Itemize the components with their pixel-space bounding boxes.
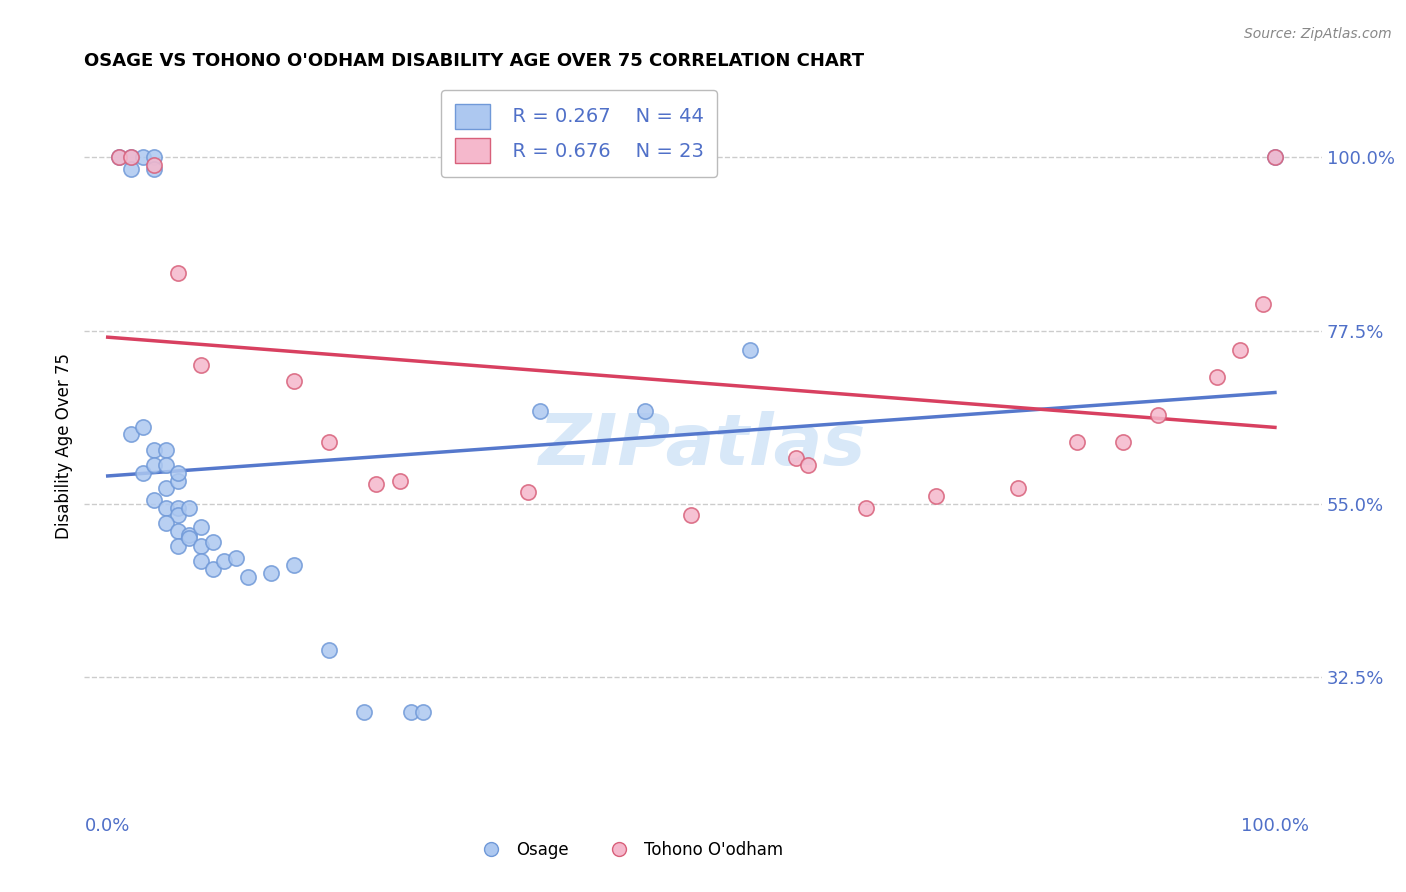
Point (260, 566, 283, 580)
Text: Source: ZipAtlas.com: Source: ZipAtlas.com (1244, 27, 1392, 41)
Point (155, 442, 177, 457)
Point (132, 150, 155, 164)
Point (1229, 343, 1251, 357)
Point (132, 419, 155, 434)
Point (283, 558, 305, 573)
Point (318, 435, 340, 450)
Point (1112, 435, 1135, 450)
Point (785, 450, 807, 465)
Point (166, 500, 188, 515)
Point (120, 427, 142, 442)
Point (143, 150, 166, 164)
Point (1066, 435, 1088, 450)
Point (132, 466, 155, 480)
Point (190, 520, 212, 534)
Point (925, 489, 948, 503)
Point (366, 477, 388, 491)
Point (1264, 150, 1286, 164)
Point (179, 532, 201, 546)
Point (143, 492, 166, 507)
Point (1264, 150, 1286, 164)
Point (120, 150, 142, 164)
Point (190, 554, 212, 568)
Point (1007, 481, 1029, 495)
Point (108, 150, 131, 164)
Point (166, 524, 188, 538)
Point (516, 485, 538, 500)
Point (143, 458, 166, 473)
Point (120, 161, 142, 176)
Point (166, 539, 188, 553)
Point (225, 550, 247, 565)
Point (633, 404, 655, 418)
Point (797, 458, 820, 473)
Point (179, 500, 201, 515)
Point (388, 474, 411, 488)
Point (155, 516, 177, 530)
Point (166, 508, 188, 523)
Y-axis label: Disability Age Over 75: Disability Age Over 75 (55, 353, 73, 539)
Point (681, 508, 703, 523)
Text: ZIPatlas: ZIPatlas (540, 411, 866, 481)
Point (166, 466, 188, 480)
Point (318, 643, 340, 657)
Point (201, 562, 224, 576)
Point (190, 358, 212, 372)
Point (1251, 296, 1274, 310)
Point (283, 374, 305, 388)
Point (166, 266, 188, 280)
Point (399, 705, 422, 719)
Point (108, 150, 131, 164)
Point (214, 554, 236, 568)
Point (179, 527, 201, 541)
Point (1147, 408, 1170, 422)
Point (166, 474, 188, 488)
Point (855, 500, 877, 515)
Point (120, 150, 142, 164)
Point (353, 705, 375, 719)
Point (236, 570, 259, 584)
Point (155, 458, 177, 473)
Point (738, 343, 761, 357)
Point (143, 442, 166, 457)
Point (529, 404, 551, 418)
Point (412, 705, 434, 719)
Point (190, 539, 212, 553)
Legend: Osage, Tohono O'odham: Osage, Tohono O'odham (468, 834, 790, 865)
Point (143, 161, 166, 176)
Point (201, 535, 224, 549)
Point (1205, 369, 1227, 384)
Text: OSAGE VS TOHONO O'ODHAM DISABILITY AGE OVER 75 CORRELATION CHART: OSAGE VS TOHONO O'ODHAM DISABILITY AGE O… (84, 53, 865, 70)
Point (143, 158, 166, 172)
Point (155, 481, 177, 495)
Point (155, 500, 177, 515)
